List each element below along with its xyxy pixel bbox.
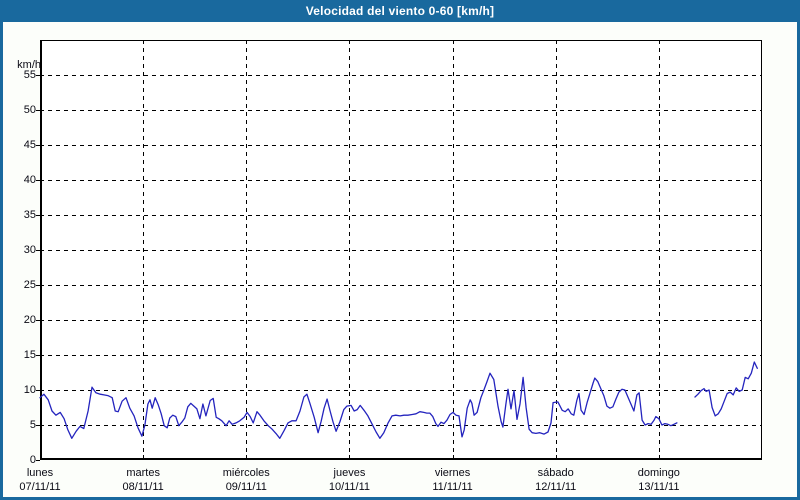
day-name-label: martes [126,467,160,479]
y-tick-label: 40 [23,174,36,186]
title-bar: Velocidad del viento 0-60 [km/h] [0,0,800,22]
y-tick-label: 50 [23,104,36,116]
y-axis-unit-label: km/h [17,59,41,71]
y-tick-label: 45 [23,139,36,151]
day-name-label: viernes [434,467,471,479]
x-tick-label: miércoles 09/11/11 [194,466,298,494]
x-tick-label: domingo 13/11/11 [607,466,711,494]
x-tick-label: jueves 10/11/11 [297,466,401,494]
x-tick-label: lunes 07/11/11 [0,466,92,494]
chart-canvas [36,40,762,461]
day-name-label: sábado [537,467,574,479]
wind-speed-line [694,361,758,417]
day-name-label: miércoles [222,467,270,479]
y-tick-label: 30 [23,244,36,256]
y-tick-label: 10 [23,384,36,396]
chart-area: km/h 0 5 10 15 20 25 30 35 40 45 50 55 lunes 07/11/11… [3,22,797,497]
x-tick-label: martes 08/11/11 [91,466,195,494]
day-name-label: lunes [26,467,54,479]
day-date-label: 08/11/11 [122,481,164,493]
x-tick-label: sábado 12/11/11 [504,466,608,494]
wind-speed-line [39,372,678,439]
day-date-label: 13/11/11 [638,481,680,493]
y-tick-label: 20 [23,314,36,326]
y-tick-label: 25 [23,279,36,291]
chart-title: Velocidad del viento 0-60 [km/h] [305,4,495,18]
day-date-label: 11/11/11 [432,481,473,493]
day-date-label: 07/11/11 [19,481,61,493]
y-tick-label: 35 [23,209,36,221]
y-tick-label: 15 [23,349,36,361]
y-tick-label: 0 [29,454,36,466]
day-name-label: domingo [637,467,680,479]
x-tick-label: viernes 11/11/11 [401,466,505,494]
day-name-label: jueves [333,467,366,479]
y-tick-label: 5 [29,419,36,431]
y-tick-label: 55 [23,69,36,81]
day-date-label: 10/11/11 [328,481,371,493]
day-date-label: 09/11/11 [225,481,267,493]
day-date-label: 12/11/11 [535,481,577,493]
